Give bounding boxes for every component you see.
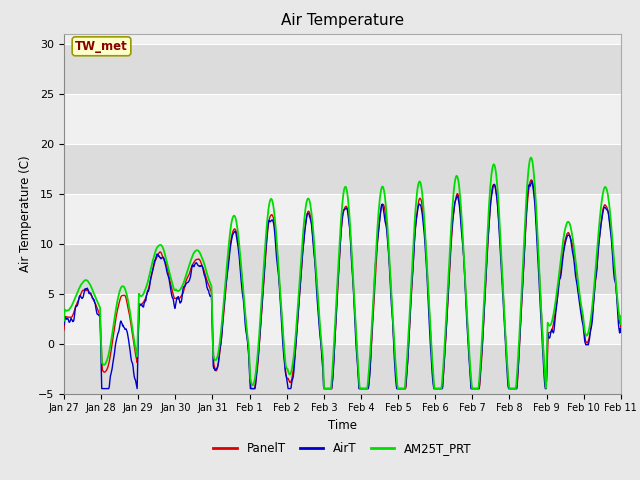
Bar — [64, 44, 621, 94]
Title: Air Temperature: Air Temperature — [281, 13, 404, 28]
Y-axis label: Air Temperature (C): Air Temperature (C) — [19, 156, 33, 272]
Bar — [64, 144, 621, 193]
Bar — [64, 243, 621, 294]
Text: TW_met: TW_met — [75, 40, 128, 53]
X-axis label: Time: Time — [328, 419, 357, 432]
Bar — [64, 344, 621, 394]
Legend: PanelT, AirT, AM25T_PRT: PanelT, AirT, AM25T_PRT — [209, 437, 476, 460]
